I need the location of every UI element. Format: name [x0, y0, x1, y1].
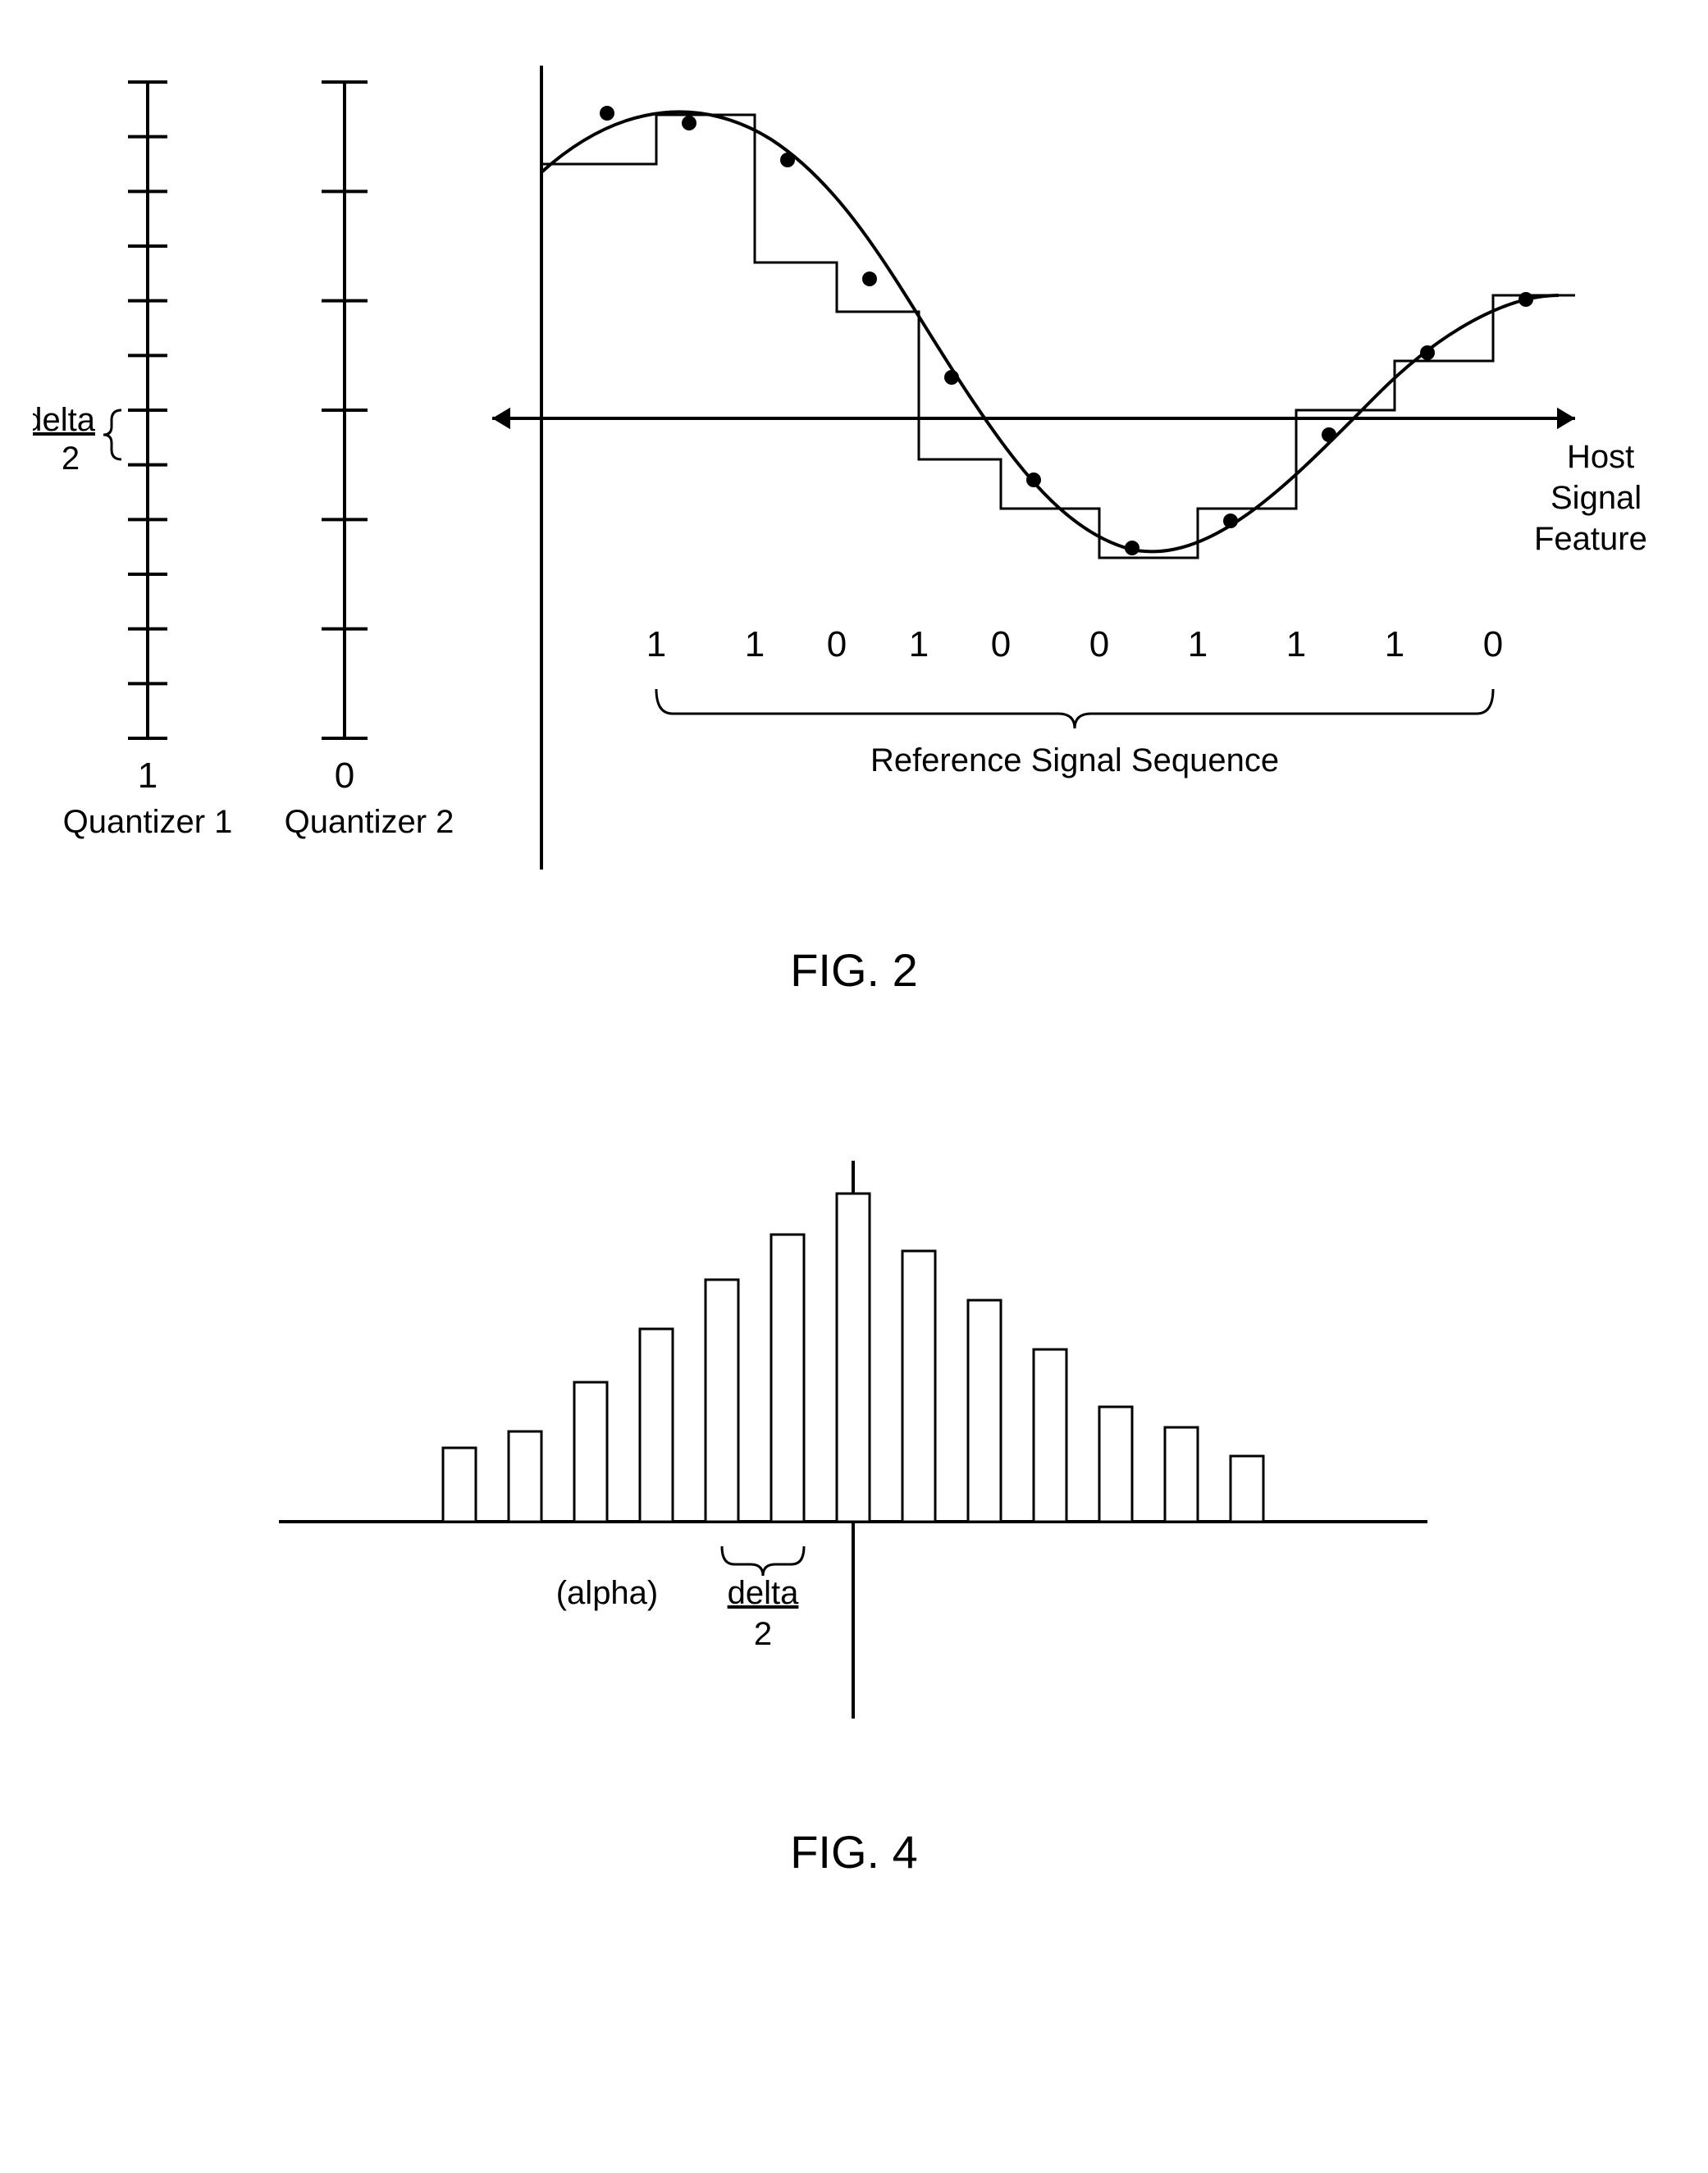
seq-brace: [656, 689, 1493, 728]
sequence-bits: 1 1 0 1 0 0 1 1 1 0: [646, 624, 1503, 664]
svg-text:1: 1: [1286, 624, 1306, 664]
svg-text:Host: Host: [1567, 439, 1634, 475]
sample-dots: [600, 106, 1533, 555]
svg-text:Signal: Signal: [1550, 480, 1642, 516]
svg-text:0: 0: [335, 756, 354, 796]
svg-text:0: 0: [1089, 624, 1109, 664]
fig4-bars: [443, 1194, 1263, 1522]
fig2-caption: FIG. 2: [33, 943, 1675, 997]
delta-top: delta: [728, 1575, 799, 1611]
fig4-caption: FIG. 4: [33, 1825, 1675, 1879]
fig2-svg: delta 2 1 Quantizer 1 0 Quantizer 2 Host…: [33, 33, 1675, 919]
svg-text:0: 0: [991, 624, 1011, 664]
svg-text:1: 1: [745, 624, 765, 664]
svg-text:delta: delta: [33, 402, 96, 438]
staircase: [541, 115, 1575, 558]
fig4-brace: [722, 1546, 804, 1576]
fig4-svg: (alpha) delta 2: [33, 1062, 1675, 1801]
delta-bot: 2: [754, 1616, 772, 1652]
quantizer2: 0 Quantizer 2: [285, 82, 454, 840]
svg-text:Feature: Feature: [1534, 521, 1647, 557]
svg-text:Quantizer 1: Quantizer 1: [63, 804, 233, 840]
svg-text:1: 1: [138, 756, 158, 796]
seq-label: Reference Signal Sequence: [870, 742, 1279, 778]
quantizer1: delta 2 1 Quantizer 1: [33, 82, 232, 840]
svg-text:1: 1: [1385, 624, 1404, 664]
svg-text:0: 0: [1483, 624, 1503, 664]
svg-text:Quantizer 2: Quantizer 2: [285, 804, 454, 840]
svg-text:1: 1: [909, 624, 929, 664]
svg-text:0: 0: [827, 624, 847, 664]
alpha-label: (alpha): [556, 1575, 659, 1611]
svg-text:1: 1: [646, 624, 666, 664]
signal-curve: [541, 112, 1559, 551]
svg-text:2: 2: [62, 441, 80, 477]
svg-text:1: 1: [1188, 624, 1208, 664]
